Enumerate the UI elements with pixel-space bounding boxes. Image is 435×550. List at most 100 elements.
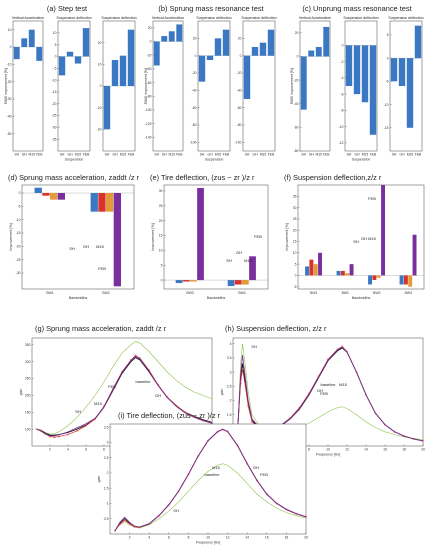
x-tick-label: 4	[148, 536, 150, 540]
bar-sh	[90, 193, 98, 212]
bar	[308, 50, 315, 57]
y-tick-label: 15	[293, 240, 297, 244]
y-tick-label: 100	[25, 427, 31, 431]
bar-feb	[318, 252, 323, 276]
bar	[251, 47, 259, 56]
bar	[153, 41, 160, 66]
series-line-baseline	[36, 341, 213, 435]
y-axis-label: gain	[97, 476, 101, 483]
annotation-gh: GH	[361, 236, 367, 241]
x-tick-label: GH	[207, 153, 213, 157]
series-point-m15	[123, 519, 126, 522]
annotation-m15: M15	[212, 465, 221, 470]
annotation-baseline: baseline	[321, 382, 337, 387]
bar	[176, 24, 183, 42]
x-tick-label: SH	[347, 153, 352, 157]
chart-title-a: (a) Step test	[47, 4, 87, 13]
y-tick-label: -80	[237, 123, 242, 127]
bar-m15	[313, 264, 318, 276]
x-tick-label: 4	[67, 448, 69, 452]
bar	[161, 36, 168, 42]
y-tick-label: 25	[293, 217, 297, 221]
y-tick-label: 10	[8, 28, 12, 32]
annotation-gh: GH	[155, 393, 161, 398]
annotation-sh: SH	[75, 409, 81, 414]
x-tick-label: GH	[309, 153, 315, 157]
y-tick-label: -100	[145, 108, 152, 112]
x-tick-label: GH	[162, 153, 168, 157]
bar	[214, 38, 222, 56]
chart-title-h: (h) Suspension deflection, z/z r	[225, 324, 327, 333]
y-tick-label: 0	[295, 274, 297, 278]
x-tick-label: BW1	[310, 291, 317, 295]
x-tick-label: SH	[154, 153, 159, 157]
annotation-sh: SH	[226, 258, 232, 263]
x-axis-label: Frequency [Hz]	[196, 541, 220, 545]
bar	[21, 38, 28, 47]
x-tick-label: FEB	[176, 153, 183, 157]
y-tick-label: -20	[97, 128, 102, 132]
y-tick-label: 0	[100, 84, 102, 88]
x-tick-label: FEB	[36, 153, 43, 157]
y-axis-label-a: RMS improvement [%]	[4, 68, 8, 104]
x-tick-label: BW2	[102, 291, 109, 295]
x-tick-label: BW3	[373, 291, 380, 295]
x-tick-label: 18	[285, 536, 289, 540]
bar	[353, 45, 361, 95]
y-tick-label: -10	[384, 103, 389, 107]
x-tick-label: FEB	[223, 153, 230, 157]
y-tick-label: 10	[98, 63, 102, 67]
annotation-sh: SH	[69, 246, 75, 251]
bar-m15	[106, 193, 114, 212]
y-tick-label: 0	[10, 45, 12, 49]
y-tick-label: -20	[237, 71, 242, 75]
y-tick-label: -8	[340, 109, 343, 113]
x-tick-label: 12	[345, 448, 349, 452]
bar	[111, 60, 119, 86]
subplot-title: Vertical Acceleration	[152, 16, 184, 20]
y-tick-label: 0	[387, 56, 389, 60]
chart-title-d: (d) Sprung mass acceleration, zaddt /z r	[8, 173, 140, 182]
y-tick-label: 2.5	[104, 456, 109, 460]
chart-f: (f) Suspension deflection,z/z r 35 30 25 20 1…	[284, 173, 425, 300]
x-tick-label: GH	[354, 153, 360, 157]
y-tick-label: 4	[230, 342, 232, 346]
bar	[259, 42, 267, 56]
subplot-b-1: Suspension deflection 20 0 -20 -40 -60 -80 -100…	[190, 16, 232, 157]
x-axis-label: Bandwidths	[69, 296, 88, 300]
series-point-m15	[384, 423, 387, 426]
y-axis-label: Improvement [%]	[285, 223, 289, 250]
bar	[369, 45, 377, 135]
subplot-title: Suspension deflection	[196, 16, 231, 20]
bar-m15	[408, 275, 413, 287]
y-tick-label: 250	[25, 377, 31, 381]
subplot-title: Suspension deflection	[388, 16, 423, 20]
annotation-feb: FEB	[260, 472, 268, 477]
y-tick-label: 10	[53, 31, 57, 35]
annotation-m15: M15	[96, 244, 105, 249]
x-tick-label: 2	[49, 448, 51, 452]
x-tick-label: BW3	[186, 291, 193, 295]
bar-gh	[309, 259, 314, 276]
x-tick-label: GH	[252, 153, 258, 157]
y-tick-label: -80	[147, 94, 152, 98]
y-tick-label: 2	[107, 471, 109, 475]
y-tick-label: -25	[16, 258, 21, 262]
bar	[222, 29, 230, 56]
y-tick-label: 5	[161, 263, 163, 267]
bar	[398, 58, 406, 86]
x-tick-label: GH	[67, 153, 73, 157]
y-tick-label: -80	[294, 149, 299, 153]
subplot-b-2: Suspension deflection 20 0 -20 -40 -60 -80 -100…	[205, 16, 277, 162]
annotation-gh: GH	[317, 388, 323, 393]
series-point-m15	[226, 430, 229, 433]
y-tick-label: -10	[52, 78, 57, 82]
series-line-sh	[114, 428, 307, 532]
x-tick-label: FEB	[128, 153, 135, 157]
annotation-m15: M15	[339, 382, 348, 387]
y-tick-label: 5	[295, 262, 297, 266]
subplot-title: Suspension deflection	[241, 16, 276, 20]
y-tick-label: 200	[25, 394, 31, 398]
chart-title-b: (b) Sprung mass resonance test	[158, 4, 263, 13]
